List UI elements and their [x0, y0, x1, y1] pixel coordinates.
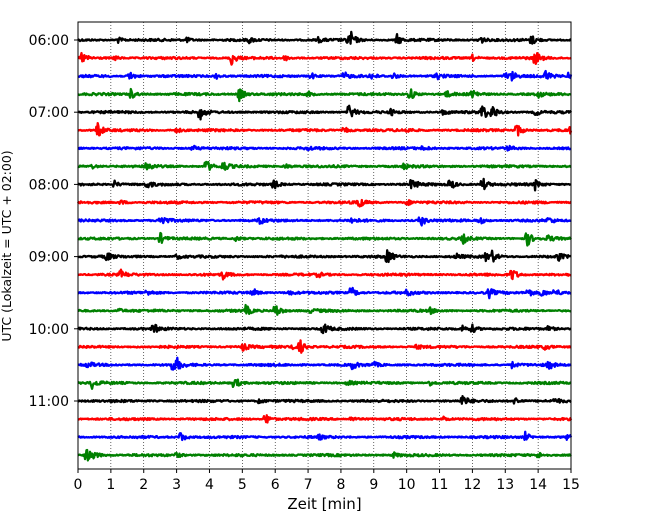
- x-tick-label: 11: [431, 477, 449, 493]
- seismogram-trace: [77, 414, 573, 424]
- x-tick-label: 5: [238, 477, 247, 493]
- seismogram-traces: [76, 30, 573, 462]
- x-tick-label: 6: [271, 477, 280, 493]
- x-tick-label: 1: [106, 477, 115, 493]
- x-tick-label: 7: [304, 477, 313, 493]
- seismogram-trace: [77, 30, 572, 45]
- x-tick-label: 9: [369, 477, 378, 493]
- y-tick-label: 07:00: [29, 105, 69, 121]
- y-axis-label: UTC (Lokalzeit = UTC + 02:00): [0, 150, 14, 341]
- y-tick-label: 09:00: [29, 250, 69, 266]
- y-tick-label: 10:00: [29, 322, 69, 338]
- seismogram-trace: [77, 231, 572, 247]
- x-tick-label: 14: [529, 477, 547, 493]
- seismogram-trace: [77, 395, 572, 405]
- y-axis-ticks: 06:00 07:00 08:00 09:00 10:00 11:00: [29, 33, 78, 410]
- x-tick-label: 13: [496, 477, 514, 493]
- seismogram-trace: [77, 160, 572, 171]
- seismogram-trace: [77, 268, 572, 281]
- seismogram-trace: [77, 378, 572, 390]
- plot-background: [78, 22, 571, 469]
- seismogram-trace: [76, 198, 572, 208]
- y-tick-label: 08:00: [29, 177, 69, 193]
- seismogram-trace: [77, 286, 572, 300]
- x-tick-label: 3: [172, 477, 181, 493]
- x-tick-label: 0: [74, 477, 83, 493]
- seismogram-trace: [76, 177, 572, 192]
- seismogram-trace: [77, 69, 573, 82]
- y-tick-label: 11:00: [29, 394, 69, 410]
- x-tick-label: 8: [336, 477, 345, 493]
- x-tick-label: 12: [463, 477, 481, 493]
- vertical-grid: [110, 22, 539, 469]
- x-tick-label: 15: [562, 477, 580, 493]
- seismogram-trace: [77, 216, 572, 227]
- x-axis-label: Zeit [min]: [287, 495, 361, 513]
- seismogram-trace: [77, 249, 572, 264]
- seismogram-trace: [77, 87, 572, 103]
- plot-frame: [77, 21, 572, 470]
- seismogram-trace: [77, 121, 573, 137]
- seismogram-trace: [77, 339, 572, 354]
- seismogram-trace: [77, 430, 573, 442]
- seismogram-trace: [77, 104, 573, 121]
- x-axis-ticks: 0 1 2 3 4 5 6 7 8 9 10 11 12 13 14 15: [74, 469, 580, 493]
- seismogram-trace: [77, 448, 572, 462]
- seismogram-trace: [77, 303, 572, 316]
- x-tick-label: 2: [139, 477, 148, 493]
- x-tick-label: 10: [398, 477, 416, 493]
- seismogram-trace: [77, 356, 572, 371]
- seismogram-trace: [76, 323, 572, 335]
- seismogram-trace: [77, 144, 572, 152]
- x-tick-label: 4: [205, 477, 214, 493]
- y-tick-label: 06:00: [29, 33, 69, 49]
- seismogram-trace: [77, 51, 572, 66]
